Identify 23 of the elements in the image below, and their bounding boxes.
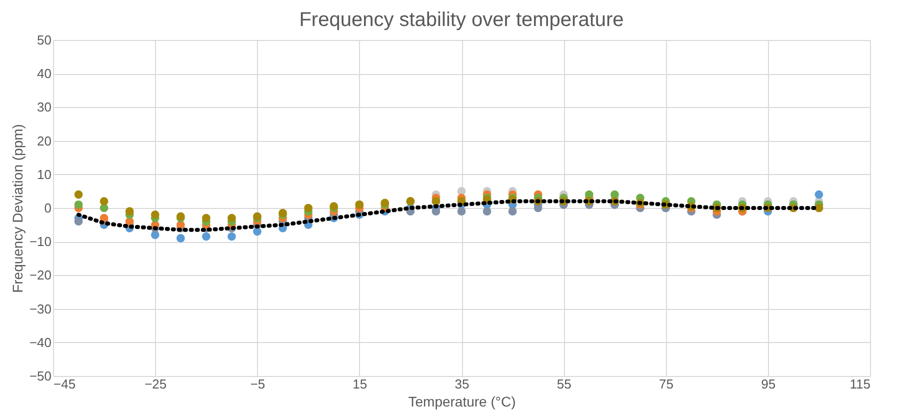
- y-tick-label: 30: [37, 100, 52, 115]
- y-tick-label: 50: [37, 32, 52, 48]
- x-tick-label: −5: [250, 376, 266, 392]
- x-tick-label: 75: [659, 376, 674, 392]
- y-tick-label: −20: [29, 268, 52, 283]
- x-tick-label: 35: [454, 376, 470, 392]
- y-tick-label: −10: [29, 234, 52, 250]
- y-tick-label: 10: [37, 166, 52, 182]
- x-tick-label: 15: [352, 376, 368, 392]
- y-tick-label: −40: [29, 334, 52, 350]
- y-tick-label: 20: [37, 133, 52, 148]
- y-tick-label: −30: [29, 301, 52, 316]
- y-tick-label: 40: [37, 66, 52, 82]
- y-axis-title: Frequency Deviation (ppm): [9, 124, 26, 293]
- chart-title: Frequency stability over temperature: [299, 9, 624, 31]
- x-tick-label: 95: [761, 376, 776, 392]
- y-tick-label: 0: [44, 200, 52, 216]
- y-tick-label: −50: [29, 368, 52, 384]
- x-tick-label: −25: [144, 376, 167, 392]
- x-tick-label: 115: [850, 376, 870, 392]
- x-tick-label: 55: [556, 376, 572, 392]
- x-tick-label: −45: [54, 376, 76, 392]
- x-axis-title: Temperature (°C): [408, 394, 516, 410]
